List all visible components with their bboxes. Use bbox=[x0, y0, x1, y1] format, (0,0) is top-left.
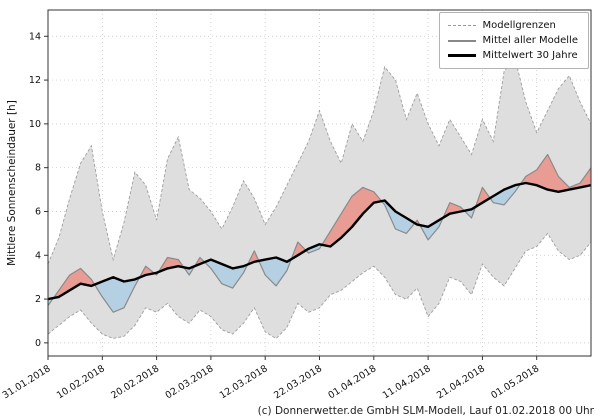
model-upper-bound-line bbox=[48, 57, 591, 265]
legend-label: Modellgrenzen bbox=[482, 20, 556, 31]
x-tick-label: 12.03.2018 bbox=[218, 363, 270, 401]
dashed-line-sample-icon bbox=[447, 25, 476, 26]
model-lower-bound-line bbox=[48, 232, 591, 340]
x-tick-label: 10.02.2018 bbox=[55, 363, 107, 401]
legend-item-modellgrenzen: Modellgrenzen bbox=[447, 18, 578, 33]
thick-line-sample-icon bbox=[447, 54, 476, 57]
legend-item-mittel-aller-modelle: Mittel aller Modelle bbox=[447, 33, 578, 48]
climate-mean-line bbox=[48, 181, 591, 301]
y-axis-label: Mittlere Sonnenscheindauer [h] bbox=[6, 100, 18, 266]
copyright-caption: (c) Donnerwetter.de GmbH SLM-Modell, Lau… bbox=[257, 405, 594, 417]
y-tick-label: 10 bbox=[29, 119, 41, 130]
x-tick-label: 01.05.2018 bbox=[489, 363, 541, 401]
y-tick-label: 12 bbox=[29, 75, 41, 86]
x-tick-label: 11.04.2018 bbox=[381, 363, 433, 401]
x-tick-label: 20.02.2018 bbox=[109, 363, 161, 401]
y-tick-label: 4 bbox=[35, 250, 41, 261]
model-mean-line bbox=[48, 153, 591, 313]
legend-label: Mittelwert 30 Jahre bbox=[482, 50, 578, 61]
x-tick-label: 21.04.2018 bbox=[435, 363, 487, 401]
legend-label: Mittel aller Modelle bbox=[482, 35, 578, 46]
y-tick-label: 8 bbox=[35, 163, 41, 174]
y-tick-label: 14 bbox=[29, 31, 41, 42]
y-tick-label: 2 bbox=[35, 294, 41, 305]
x-tick-label: 31.01.2018 bbox=[1, 363, 53, 401]
x-tick-label: 02.03.2018 bbox=[164, 363, 216, 401]
legend: Modellgrenzen Mittel aller Modelle Mitte… bbox=[438, 12, 589, 69]
y-tick-label: 0 bbox=[35, 338, 41, 349]
legend-item-mittelwert-30-jahre: Mittelwert 30 Jahre bbox=[447, 48, 578, 63]
y-tick-label: 6 bbox=[35, 206, 41, 217]
x-tick-label: 01.04.2018 bbox=[326, 363, 378, 401]
solid-line-sample-icon bbox=[447, 39, 476, 42]
x-tick-label: 22.03.2018 bbox=[272, 363, 324, 401]
